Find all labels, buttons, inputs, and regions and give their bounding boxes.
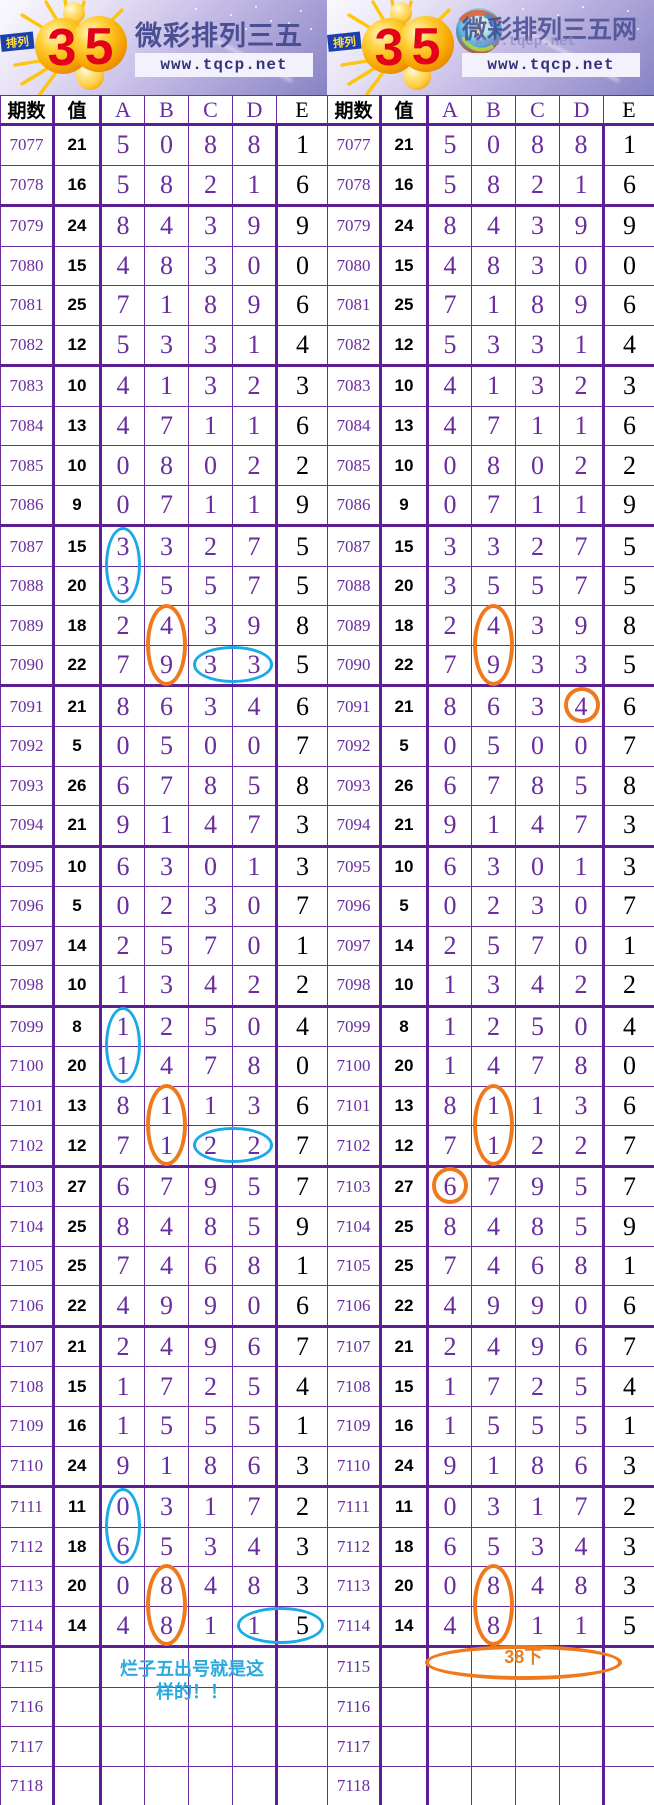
svg-text:3: 3 bbox=[48, 19, 77, 77]
svg-text:5: 5 bbox=[85, 18, 114, 76]
svg-text:3: 3 bbox=[375, 19, 404, 77]
svg-text:5: 5 bbox=[412, 18, 441, 76]
